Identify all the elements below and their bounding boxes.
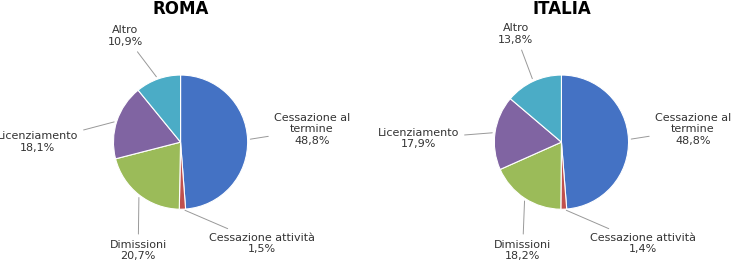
Wedge shape (562, 75, 628, 209)
Title: ITALIA: ITALIA (532, 0, 591, 18)
Text: Cessazione al
termine
48,8%: Cessazione al termine 48,8% (631, 113, 731, 146)
Title: ROMA: ROMA (152, 0, 209, 18)
Text: Altro
13,8%: Altro 13,8% (498, 23, 533, 79)
Text: Cessazione attività
1,5%: Cessazione attività 1,5% (185, 210, 315, 254)
Wedge shape (138, 75, 180, 142)
Wedge shape (494, 99, 562, 169)
Text: Cessazione al
termine
48,8%: Cessazione al termine 48,8% (250, 113, 350, 146)
Text: Dimissioni
20,7%: Dimissioni 20,7% (110, 198, 167, 261)
Wedge shape (114, 90, 180, 159)
Wedge shape (510, 75, 562, 142)
Text: Cessazione attività
1,4%: Cessazione attività 1,4% (566, 210, 696, 254)
Wedge shape (180, 75, 248, 209)
Text: Altro
10,9%: Altro 10,9% (108, 25, 157, 77)
Wedge shape (180, 142, 186, 209)
Text: Dimissioni
18,2%: Dimissioni 18,2% (494, 201, 551, 261)
Text: Licenziamento
18,1%: Licenziamento 18,1% (0, 122, 114, 153)
Text: Licenziamento
17,9%: Licenziamento 17,9% (378, 128, 492, 149)
Wedge shape (116, 142, 180, 209)
Wedge shape (500, 142, 562, 209)
Wedge shape (561, 142, 567, 209)
